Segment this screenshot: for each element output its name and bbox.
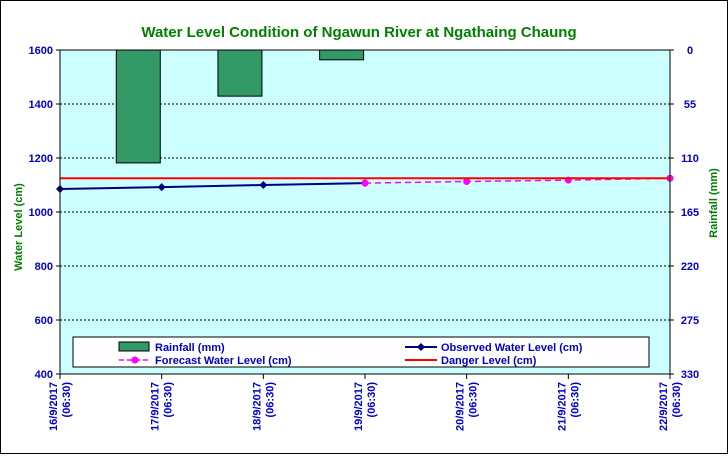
y2-tick-label: 220 [681,261,699,273]
x-tick-label: 19/9/2017 (06:30) [353,382,378,431]
legend-label: Observed Water Level (cm) [441,342,583,354]
gridlines [60,103,670,321]
x-tick-time: (06:30) [264,382,276,418]
x-tick-label: 22/9/2017 (06:30) [658,382,683,431]
y2-tick-label: 55 [684,99,696,111]
legend: Rainfall (mm) Observed Water Level (cm) Fo… [72,336,650,368]
observed-level-line [59,182,366,191]
rainfall-bars [115,49,365,164]
y2-tick-label: 110 [681,153,699,165]
x-tick-date: 20/9/2017 [455,382,467,431]
x-tick-date: 21/9/2017 [556,382,568,431]
legend-box [72,336,650,368]
x-tick-label: 18/9/2017 (06:30) [251,382,276,431]
y2-axis: 0 55 110 165 220 275 330 [670,45,699,381]
x-tick-date: 22/9/2017 [658,382,670,431]
x-tick-label: 20/9/2017 (06:30) [455,382,480,431]
observed-point [259,181,268,189]
x-tick-time: (06:30) [671,382,683,418]
rainfall-bar [217,49,263,97]
x-tick-label: 17/9/2017 (06:30) [150,382,175,431]
legend-label: Danger Level (cm) [441,355,537,367]
legend-symbol [118,341,150,352]
x-tick-time: (06:30) [569,382,581,418]
y1-tick-label: 1200 [29,153,53,165]
x-tick-time: (06:30) [61,382,73,418]
y1-axis: 400 600 800 1000 1200 1400 1600 [29,45,60,381]
legend-symbol [405,343,437,351]
rainfall-bar [115,49,161,164]
y2-tick-label: 0 [687,45,693,57]
x-tick-label: 16/9/2017 (06:30) [48,382,73,431]
y1-tick-label: 1000 [29,207,53,219]
rainfall-bar [319,49,365,61]
y2-tick-label: 275 [681,315,699,327]
legend-symbol [119,356,151,364]
forecast-point [463,177,471,185]
y1-tick-label: 800 [35,261,53,273]
x-tick-time: (06:30) [468,382,480,418]
x-axis: 16/9/2017 (06:30) 17/9/2017 (06:30) 18/9/201… [48,374,683,431]
y2-tick-label: 330 [681,369,699,381]
x-tick-time: (06:30) [366,382,378,418]
y1-tick-label: 400 [35,369,53,381]
x-tick-date: 16/9/2017 [48,382,60,431]
x-tick-time: (06:30) [163,382,175,418]
y1-tick-label: 1600 [29,45,53,57]
observed-point [157,183,166,192]
x-tick-date: 18/9/2017 [251,382,263,431]
x-tick-label: 21/9/2017 (06:30) [556,382,581,431]
y1-tick-label: 600 [35,315,53,327]
y1-tick-label: 1400 [29,99,53,111]
y2-tick-label: 165 [681,207,699,219]
x-tick-date: 19/9/2017 [353,382,365,431]
y1-axis-label: Water Level (cm) [13,183,25,271]
legend-label: Forecast Water Level (cm) [155,355,292,367]
legend-label: Rainfall (mm) [155,342,225,354]
forecast-point [361,179,369,187]
y2-axis-label: Rainfall (mm) [708,168,720,238]
x-tick-date: 17/9/2017 [150,382,162,431]
water-level-lines [56,174,674,194]
chart-title: Water Level Condition of Ngawun River at… [141,24,576,41]
